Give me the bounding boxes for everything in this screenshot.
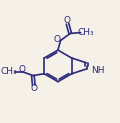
- Text: O: O: [64, 16, 71, 25]
- Text: O: O: [18, 65, 25, 74]
- Text: CH₃: CH₃: [0, 67, 17, 76]
- Text: O: O: [53, 35, 60, 44]
- Text: O: O: [30, 84, 37, 93]
- Text: NH: NH: [91, 66, 105, 75]
- Text: CH₃: CH₃: [77, 28, 94, 37]
